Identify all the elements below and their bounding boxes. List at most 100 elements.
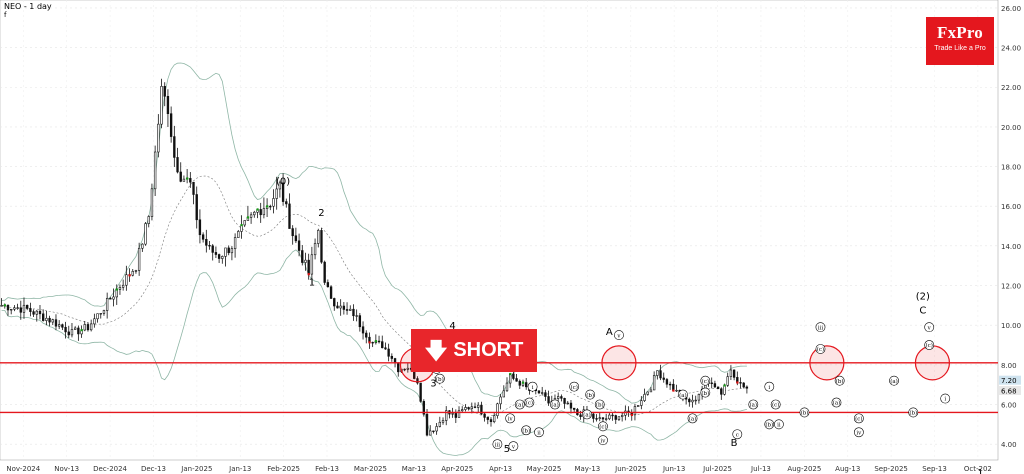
chart-title: NEO - 1 day xyxy=(4,2,52,11)
candle-body xyxy=(144,223,147,245)
candle-body xyxy=(473,406,477,408)
wave-marker-label: (c) xyxy=(855,416,862,423)
candle-body xyxy=(317,230,320,244)
wave-label: A xyxy=(606,327,613,338)
candle-body xyxy=(361,326,365,334)
price-tag-label: 6.68 xyxy=(1001,388,1017,396)
candle-body xyxy=(67,331,70,336)
candle-body xyxy=(157,123,160,153)
x-tick-label: Feb-13 xyxy=(315,465,339,473)
candle-body xyxy=(73,327,77,330)
candle-body xyxy=(467,407,470,410)
candle-body xyxy=(483,413,486,418)
candle-body xyxy=(732,369,736,378)
wave-marker-circle xyxy=(924,340,935,350)
wave-marker-label: i xyxy=(532,385,534,391)
candle-body xyxy=(547,396,550,404)
candle-body xyxy=(141,243,144,249)
x-tick-label: Dec-2024 xyxy=(93,465,127,473)
x-tick-label: Mar-2025 xyxy=(354,465,387,473)
candle-body xyxy=(454,413,457,418)
signal-dot xyxy=(246,216,250,219)
candle-body xyxy=(294,235,298,242)
candle-body xyxy=(26,304,29,309)
candle-body xyxy=(499,396,502,405)
candle-body xyxy=(406,367,410,370)
signal-dot xyxy=(3,304,6,307)
y-tick-label: 8.00 xyxy=(1001,362,1017,370)
wave-marker-label: (b) xyxy=(436,376,444,383)
wave-marker-circle xyxy=(853,427,864,438)
candle-body xyxy=(713,383,717,388)
x-tick-label: Jan-13 xyxy=(228,465,251,473)
logo-brand: FxPro xyxy=(936,23,983,42)
candle-body xyxy=(221,256,224,259)
candle-body xyxy=(64,326,67,333)
y-tick-label: 14.00 xyxy=(1001,243,1021,251)
candle-body xyxy=(275,188,278,199)
signal-dot xyxy=(736,381,739,384)
candle-body xyxy=(541,392,544,394)
candle-body xyxy=(163,86,166,97)
candle-body xyxy=(617,416,621,420)
candle-body xyxy=(195,194,198,221)
candle-body xyxy=(438,421,442,427)
wave-marker-label: (a) xyxy=(551,402,559,409)
signal-dot xyxy=(256,208,259,211)
candle-body xyxy=(652,375,656,391)
wave-marker-circle xyxy=(614,330,624,340)
upper-band xyxy=(1,62,747,404)
candle-body xyxy=(726,376,729,386)
wave-marker-label: iv xyxy=(856,430,862,436)
candle-body xyxy=(77,327,80,335)
candle-body xyxy=(675,389,678,392)
wave-marker-label: (c) xyxy=(570,384,577,391)
wave-marker-label: (a) xyxy=(833,400,841,407)
candle-body xyxy=(320,230,323,263)
signal-dot xyxy=(266,205,269,208)
wave-marker-label: (c) xyxy=(817,346,824,353)
candle-body xyxy=(710,382,713,384)
wave-marker-label: (a) xyxy=(583,412,591,419)
candle-body xyxy=(445,410,448,421)
x-tick-label: Sep-2025 xyxy=(874,465,908,473)
candle-body xyxy=(643,394,646,401)
candle-body xyxy=(537,390,541,394)
wave-marker-label: (c) xyxy=(772,402,779,409)
wave-marker-label: ii xyxy=(777,423,781,429)
y-tick-label: 26.00 xyxy=(1001,5,1021,13)
candle-body xyxy=(525,382,528,388)
candle-body xyxy=(656,370,659,376)
arrow-down-icon: 🡇 xyxy=(424,337,448,363)
candle-body xyxy=(179,171,182,182)
candle-body xyxy=(259,209,262,216)
wave-marker-label: i xyxy=(768,385,770,391)
highlight-circle xyxy=(601,345,637,381)
candle-body xyxy=(457,410,461,418)
wave-marker-label: (b) xyxy=(701,390,709,397)
candle-body xyxy=(96,313,99,320)
candle-body xyxy=(16,307,19,309)
candle-body xyxy=(121,284,125,288)
candle-body xyxy=(253,211,256,216)
wave-marker-label: (a) xyxy=(516,402,524,409)
candle-body xyxy=(285,201,288,205)
y-tick-label: 6.00 xyxy=(1001,401,1017,409)
candle-body xyxy=(35,310,38,315)
candle-body xyxy=(563,397,566,404)
x-tick-label: Oct-202 xyxy=(964,465,992,473)
candle-body xyxy=(272,198,275,207)
price-tag xyxy=(999,375,1021,385)
wave-marker-label: (b) xyxy=(586,392,594,399)
wave-marker-circle xyxy=(770,399,781,410)
candle-body xyxy=(339,305,342,309)
candle-body xyxy=(515,378,518,382)
signal-dot xyxy=(240,223,243,227)
candle-body xyxy=(598,417,601,419)
candle-body xyxy=(668,383,672,386)
wave-marker-label: v xyxy=(511,444,516,450)
wave-label: (2) xyxy=(916,291,930,302)
wave-label: 5 xyxy=(504,444,510,455)
wave-marker-label: (a) xyxy=(750,402,758,409)
candle-body xyxy=(297,240,301,251)
